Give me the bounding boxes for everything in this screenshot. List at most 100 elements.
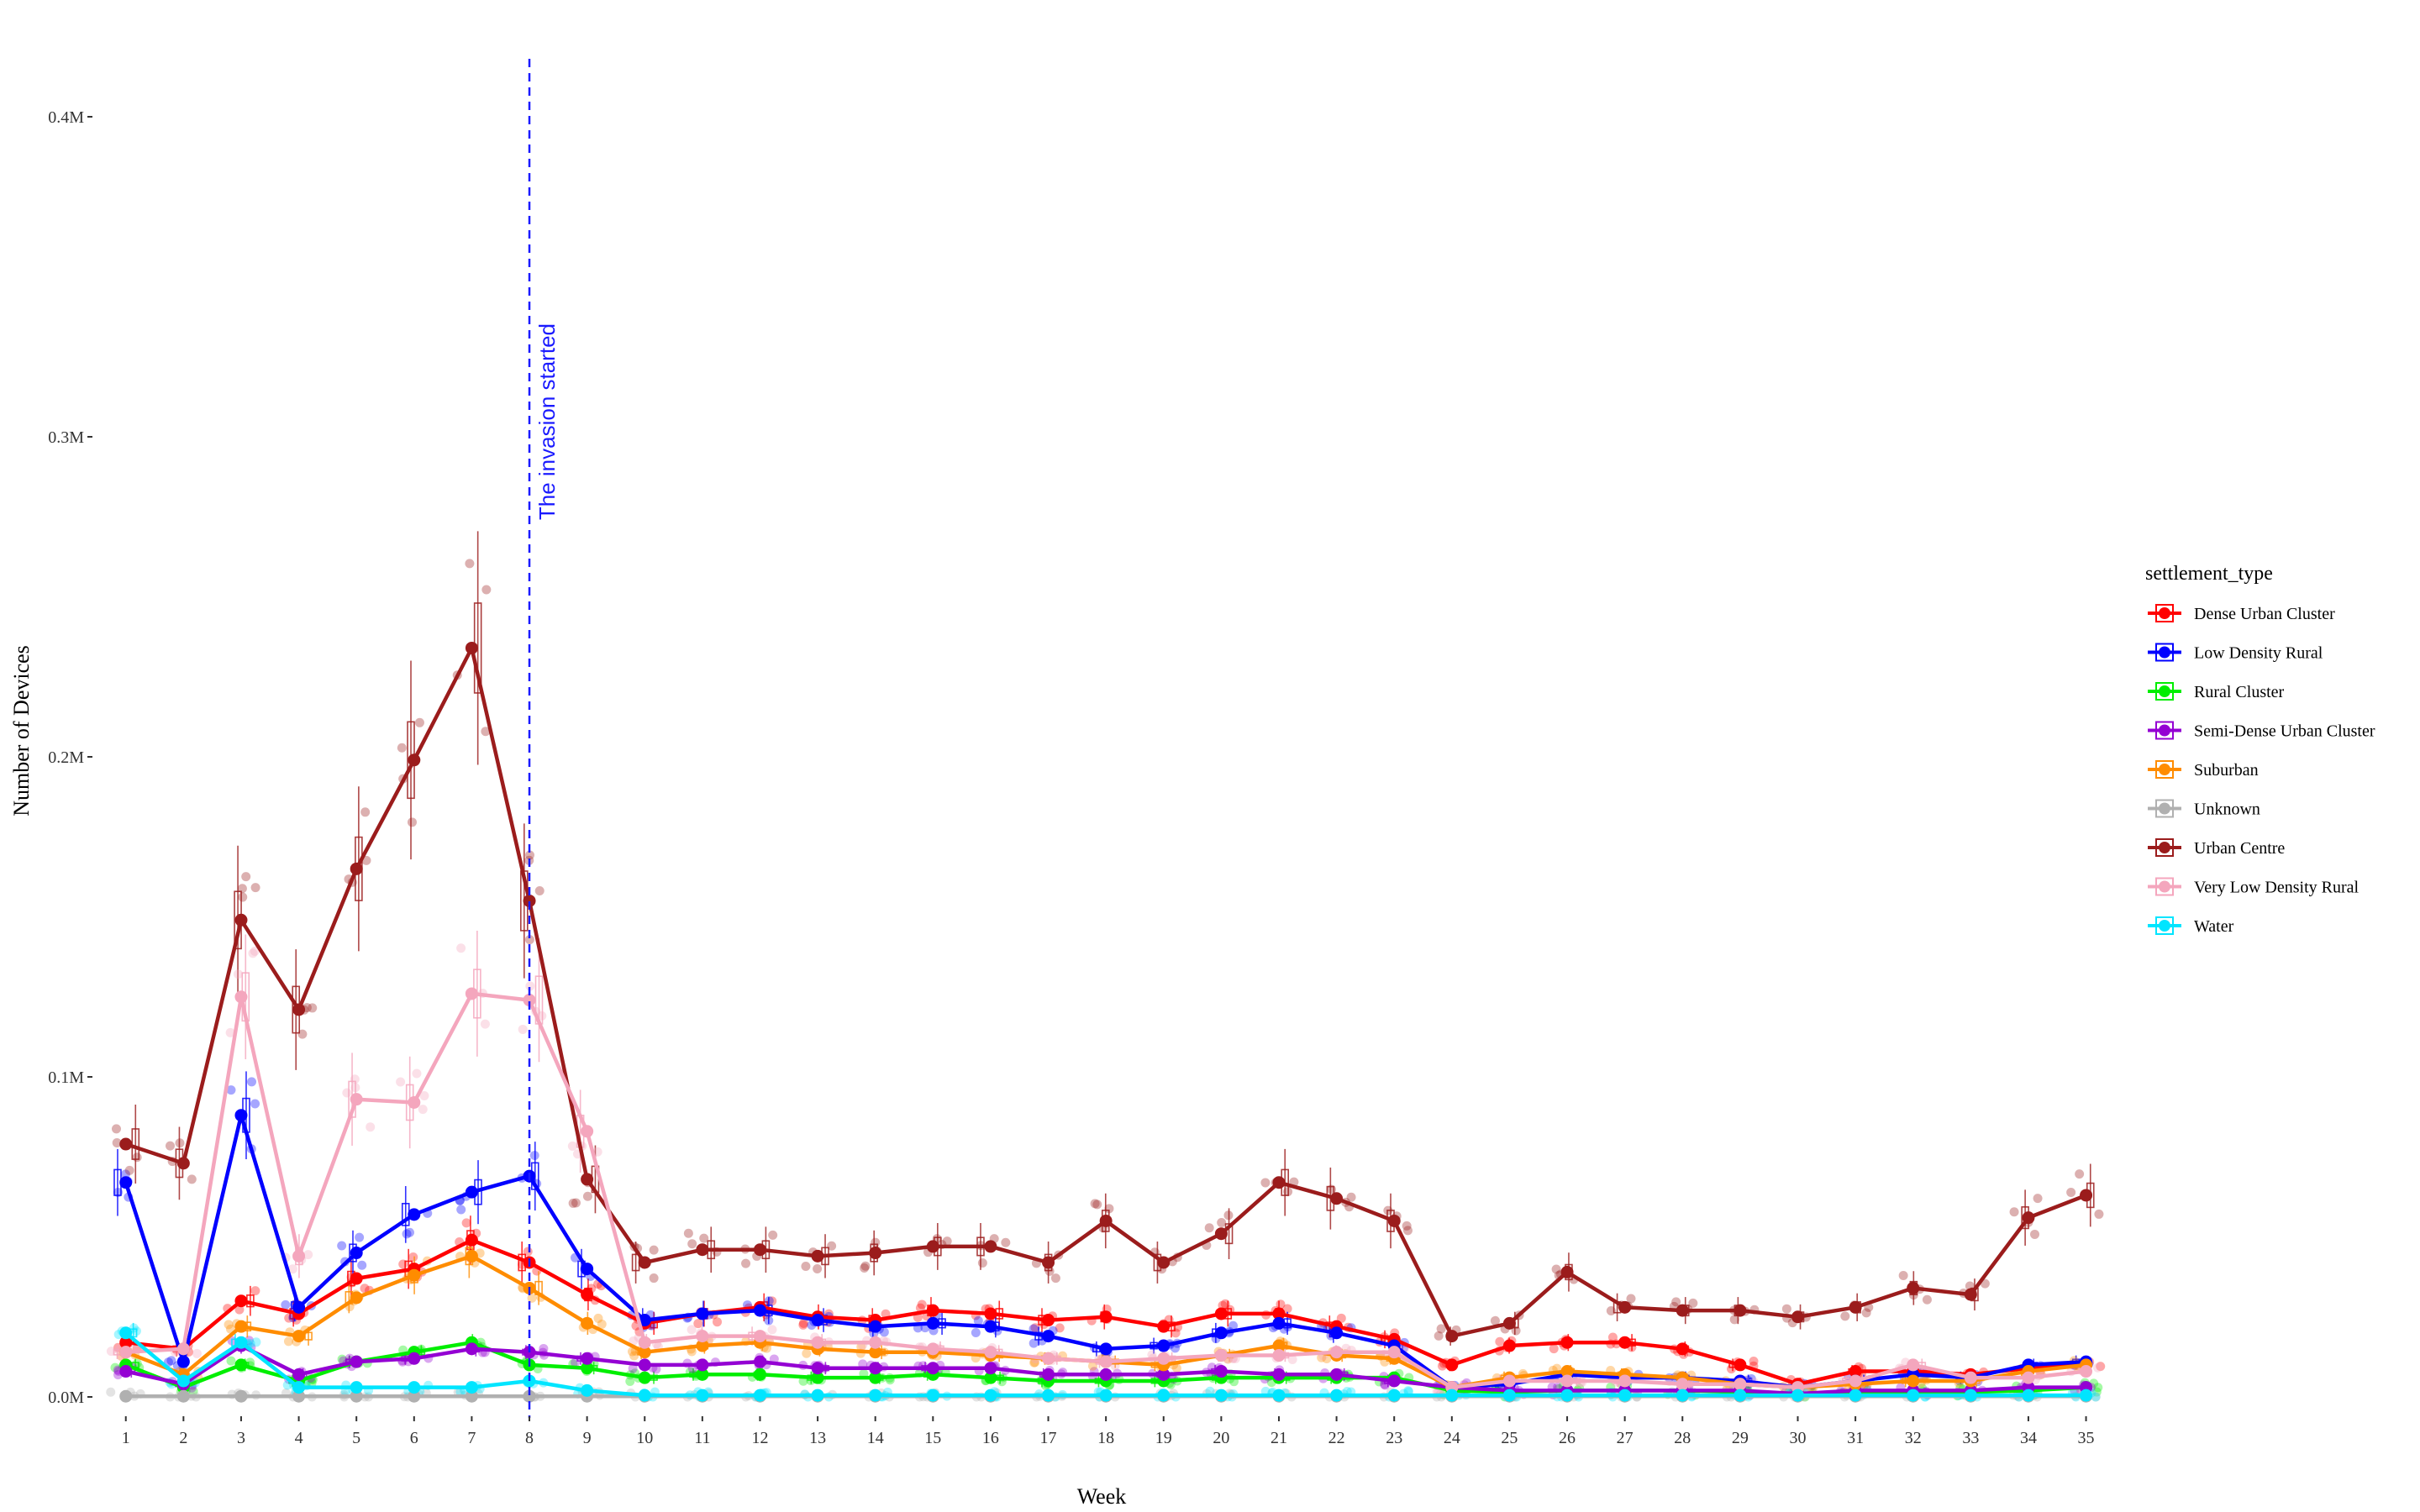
x-tick-label: 12 (751, 1429, 768, 1447)
data-point (1676, 1304, 1689, 1317)
jitter-point (649, 1273, 659, 1284)
jitter-point (481, 727, 491, 737)
data-point (234, 1336, 248, 1349)
jitter-point (419, 1090, 429, 1100)
data-point (1330, 1326, 1344, 1340)
jitter-point (455, 1387, 466, 1397)
data-point (869, 1320, 882, 1333)
data-point (1157, 1389, 1171, 1402)
jitter-point (1688, 1298, 1698, 1308)
data-point (119, 1389, 133, 1403)
legend-key-box (2155, 799, 2174, 818)
jitter-point (649, 1245, 659, 1255)
jitter-point (250, 883, 260, 893)
jitter-point (404, 1227, 414, 1237)
data-point (1214, 1227, 1228, 1241)
y-tick-label: 0.1M (48, 1068, 84, 1087)
data-point (350, 1291, 363, 1305)
jitter-point (402, 1229, 412, 1239)
legend-key-box (2155, 838, 2174, 857)
x-tick-label: 22 (1328, 1429, 1345, 1447)
legend-key-box (2155, 760, 2174, 779)
data-point (1042, 1368, 1055, 1381)
data-point (1272, 1389, 1286, 1402)
data-point (1330, 1368, 1344, 1381)
jitter-point (860, 1261, 871, 1271)
data-point (869, 1247, 882, 1260)
jitter-point (337, 1354, 347, 1364)
data-point (1560, 1365, 1574, 1378)
x-tick-label: 19 (1155, 1429, 1172, 1447)
data-point (1560, 1336, 1574, 1349)
jitter-point (233, 969, 243, 979)
series-line-group (119, 987, 2093, 1394)
x-tick-label: 32 (1905, 1429, 1922, 1447)
jitter-point (1147, 1350, 1157, 1360)
x-tick-label: 33 (1962, 1429, 1979, 1447)
data-point (176, 1355, 190, 1368)
jitter-point (1207, 1362, 1217, 1373)
data-point (1676, 1389, 1689, 1402)
jitter-point (225, 1027, 235, 1037)
jitter-point (871, 1237, 881, 1247)
data-point (811, 1362, 824, 1375)
data-point (1330, 1192, 1344, 1205)
x-tick-label: 24 (1444, 1429, 1460, 1447)
legend-key-point (2159, 724, 2170, 737)
jitter-point (1551, 1264, 1561, 1274)
jitter-point (366, 1122, 376, 1132)
data-point (234, 1358, 248, 1372)
data-point (869, 1371, 882, 1384)
data-point (1272, 1176, 1286, 1189)
jitter-point (2030, 1229, 2040, 1239)
jitter-point (971, 1328, 981, 1338)
jitter-point (396, 1077, 406, 1087)
jitter-point (699, 1233, 709, 1243)
legend-key-point (2159, 607, 2170, 619)
data-point (350, 1389, 363, 1403)
jitter-point (1028, 1338, 1039, 1348)
jitter-point (687, 1325, 697, 1335)
data-point (1272, 1368, 1286, 1381)
data-point (292, 1003, 306, 1016)
x-tick-label: 28 (1674, 1429, 1691, 1447)
jitter-point (226, 1356, 236, 1366)
data-point (1560, 1374, 1574, 1388)
jitter-point (741, 1258, 751, 1268)
data-point (1214, 1389, 1228, 1402)
data-point (696, 1368, 709, 1381)
jitter-point (1336, 1313, 1346, 1323)
x-tick-label: 23 (1386, 1429, 1402, 1447)
jitter-point (593, 1313, 603, 1323)
data-point (176, 1389, 190, 1403)
data-point (1157, 1352, 1171, 1365)
jitter-point (798, 1318, 808, 1328)
data-point (581, 1383, 594, 1397)
data-point (1618, 1300, 1632, 1314)
data-point (581, 1288, 594, 1301)
data-point (1099, 1342, 1113, 1356)
data-point (1099, 1214, 1113, 1227)
jitter-point (106, 1387, 116, 1397)
data-point (1849, 1374, 1862, 1388)
data-point (292, 1389, 306, 1403)
jitter-point (418, 1105, 428, 1115)
jitter-point (2091, 1392, 2101, 1402)
jitter-point (1220, 1299, 1230, 1309)
data-point (1157, 1339, 1171, 1352)
data-point (869, 1346, 882, 1359)
data-point (1099, 1355, 1113, 1368)
jitter-point (1626, 1294, 1636, 1304)
data-point (176, 1342, 190, 1356)
annotation-label: The invasion started (534, 323, 560, 520)
data-point (1387, 1214, 1401, 1227)
x-tick-label: 21 (1270, 1429, 1287, 1447)
data-point (1502, 1389, 1516, 1402)
data-point (350, 862, 363, 875)
jitter-point (414, 717, 424, 727)
data-point (2080, 1189, 2093, 1202)
jitter-point (628, 1363, 638, 1373)
jitter-point (188, 1386, 198, 1396)
data-point (1157, 1368, 1171, 1381)
jitter-point (456, 943, 466, 953)
